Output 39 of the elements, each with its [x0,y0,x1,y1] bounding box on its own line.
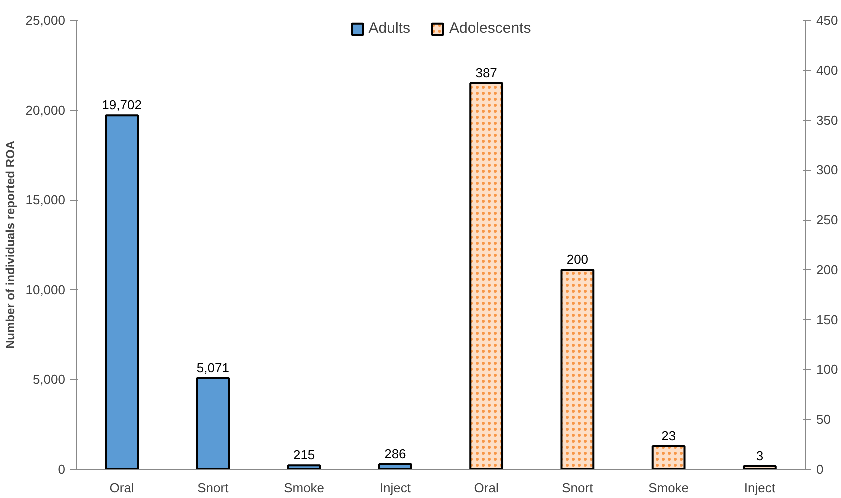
y2-tick-label: 150 [816,312,838,328]
y-tick-label: 10,000 [26,282,66,298]
x-tick-label: Snort [198,480,230,496]
bar [105,114,140,470]
data-label: 215 [293,448,316,463]
y-tick-label: 15,000 [26,192,66,208]
data-label: 5,071 [196,360,230,376]
x-tick-label: Inject [744,480,776,496]
y2-tick-label: 250 [816,212,838,228]
data-label: 200 [566,252,589,267]
x-tick-label: Smoke [648,480,690,496]
data-label: 387 [476,65,498,80]
legend-label: Adolescents [449,20,532,37]
y2-tick-label: 50 [816,412,831,428]
data-label: 19,702 [102,98,142,113]
data-label: 23 [662,428,676,444]
y-tick-label: 5,000 [32,372,66,388]
x-tick-label: Snort [562,480,594,496]
y-tick-label: 0 [58,462,66,477]
y2-tick-label: 400 [816,62,838,78]
y-tick-label: 20,000 [26,102,66,118]
x-tick-label: Smoke [284,480,325,496]
y2-tick-label: 200 [816,262,838,278]
y2-tick-label: 300 [816,162,838,178]
bar [196,377,230,470]
y-tick-label: 25,000 [26,13,66,28]
data-label: 3 [756,448,764,464]
y2-tick-label: 350 [816,112,838,128]
legend-label: Adults [368,20,410,37]
bar [287,464,322,470]
x-tick-label: Oral [110,480,134,496]
x-tick-label: Inject [380,480,412,496]
y-axis-title: Number of individuals reported ROA [4,140,18,350]
x-tick-label: Oral [474,480,499,496]
data-label: 286 [384,446,406,462]
y2-tick-label: 450 [816,13,838,28]
bar [378,463,412,470]
y2-tick-label: 100 [816,362,838,378]
y2-tick-label: 0 [816,462,824,477]
